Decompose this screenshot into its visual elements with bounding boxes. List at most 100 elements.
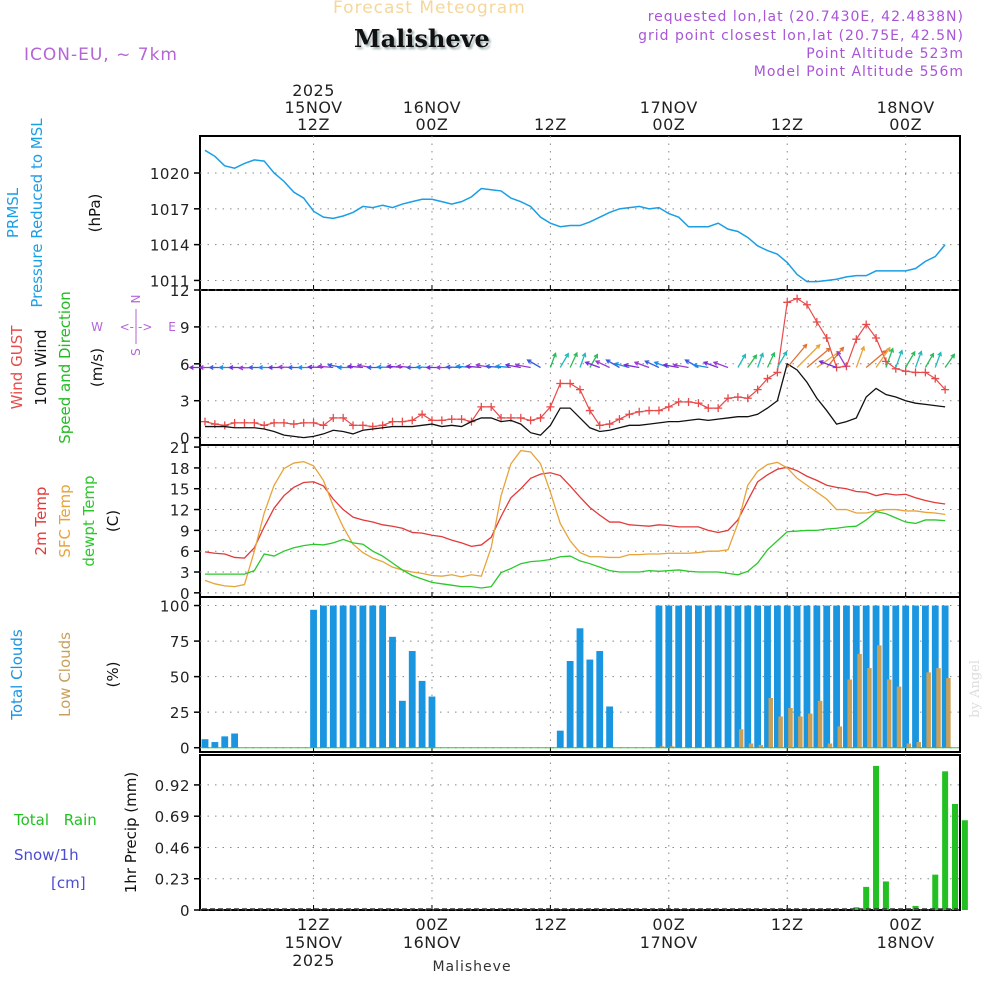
gust-marker (783, 298, 792, 307)
wind-arrow (806, 347, 831, 368)
wind-arrow (702, 361, 719, 369)
y-tick-label: 75 (170, 633, 190, 651)
total-cloud-bar (921, 605, 929, 748)
precip-bar (942, 771, 949, 910)
gust-marker (664, 402, 673, 411)
y-tick-label: 0 (180, 740, 190, 758)
total-cloud-bar (221, 736, 229, 748)
gust-marker (615, 415, 624, 424)
gust-marker (497, 413, 506, 422)
y-tick-label: 0 (180, 585, 190, 603)
total-cloud-bar (813, 605, 821, 748)
gust-marker (240, 418, 249, 427)
total-cloud-bar (231, 733, 239, 748)
low-cloud-bar (936, 668, 941, 748)
model-point-altitude: Model Point Altitude 556m (753, 64, 964, 80)
total-cloud-bar (931, 605, 939, 748)
total-cloud-bar (882, 605, 890, 748)
top-time-label: 00Z (416, 115, 449, 134)
gust-marker (585, 406, 594, 415)
bottom-time-label: 16NOV (403, 933, 461, 952)
top-time-label: 12Z (297, 115, 330, 134)
cloud-axis-label: (%) (104, 662, 122, 688)
wind-arrow (584, 361, 600, 369)
precip-bar (952, 803, 958, 910)
wind-arrow (905, 350, 916, 368)
gust-marker (625, 410, 634, 419)
total-cloud-bar (803, 605, 811, 748)
total-cloud-bar (872, 605, 880, 748)
low-cloud-bar (758, 744, 764, 748)
wind-axis-label: Speed and Direction (56, 291, 74, 444)
total-cloud-bar (685, 605, 692, 748)
precip-bar (882, 881, 889, 910)
y-tick-label: 18 (170, 460, 190, 478)
wind-arrow (914, 350, 923, 368)
gust-marker (862, 320, 871, 329)
bottom-time-label: 12Z (297, 915, 330, 934)
total-cloud-bar (369, 605, 377, 748)
wind-arrow (692, 363, 709, 369)
y-tick-label: 21 (170, 439, 190, 457)
gust-marker (230, 418, 239, 427)
top-time-label: 2025 (292, 81, 335, 100)
top-time-label: 16NOV (403, 98, 461, 117)
total-cloud-bar (329, 605, 337, 748)
gust-marker (822, 333, 831, 342)
y-tick-label: 0.92 (155, 777, 190, 795)
y-tick-label: 1017 (150, 201, 190, 219)
low-cloud-bar (748, 743, 754, 748)
total-cloud-bar (754, 605, 762, 748)
precip-bar (853, 907, 860, 910)
y-tick-label: 25 (170, 704, 190, 722)
bottom-time-label: 12Z (771, 915, 804, 934)
total-cloud-bar (902, 605, 910, 748)
wind-arrow (559, 352, 569, 368)
pressure-axis-label: Pressure Reduced to MSL (28, 118, 46, 308)
gust-marker (398, 417, 407, 426)
gust-marker (516, 413, 525, 422)
total-cloud-bar (408, 651, 416, 748)
total-cloud-bar (892, 605, 900, 748)
gust-marker (753, 385, 762, 394)
gust-marker (349, 421, 358, 430)
wind-arrow (885, 347, 895, 368)
gust-marker (605, 420, 614, 429)
total-cloud-bar (734, 605, 742, 748)
bottom-time-label: 18NOV (877, 933, 935, 952)
low-cloud-bar (906, 743, 912, 748)
gust-marker (457, 415, 466, 424)
gust-marker (941, 385, 950, 394)
total-cloud-bar (428, 696, 436, 748)
gust-marker (358, 421, 367, 430)
low-cloud-bar (669, 746, 675, 748)
gust-marker (812, 317, 821, 326)
temp-axis-label: dewpt Temp (80, 475, 98, 566)
wind-arrow (766, 351, 776, 368)
gust-marker (635, 407, 644, 416)
wind-arrow (836, 350, 848, 368)
low-cloud-bar (847, 679, 852, 748)
y-tick-label: 12 (170, 502, 190, 520)
temp-axis-label: SFC Temp (56, 484, 74, 557)
total-cloud-bar (389, 636, 396, 748)
gust-marker (733, 393, 742, 402)
top-time-label: 12Z (771, 115, 804, 134)
gust-marker (921, 368, 930, 377)
wind-arrow (514, 363, 531, 369)
gust-marker (408, 416, 417, 425)
total-cloud-bar (320, 605, 327, 748)
wind-arrow (757, 352, 765, 368)
panel-frame-precip (199, 754, 961, 911)
y-tick-label: 1020 (150, 165, 190, 183)
bottom-time-label: 00Z (889, 915, 922, 934)
gust-marker (536, 413, 545, 422)
y-tick-label: 6 (180, 543, 190, 561)
wind-arrow (818, 360, 837, 369)
y-tick-label: 0.23 (155, 871, 190, 889)
y-tick-label: 0 (180, 430, 190, 448)
total-cloud-bar (675, 605, 683, 748)
y-tick-label: 1014 (150, 237, 190, 255)
total-cloud-bar (349, 605, 357, 748)
